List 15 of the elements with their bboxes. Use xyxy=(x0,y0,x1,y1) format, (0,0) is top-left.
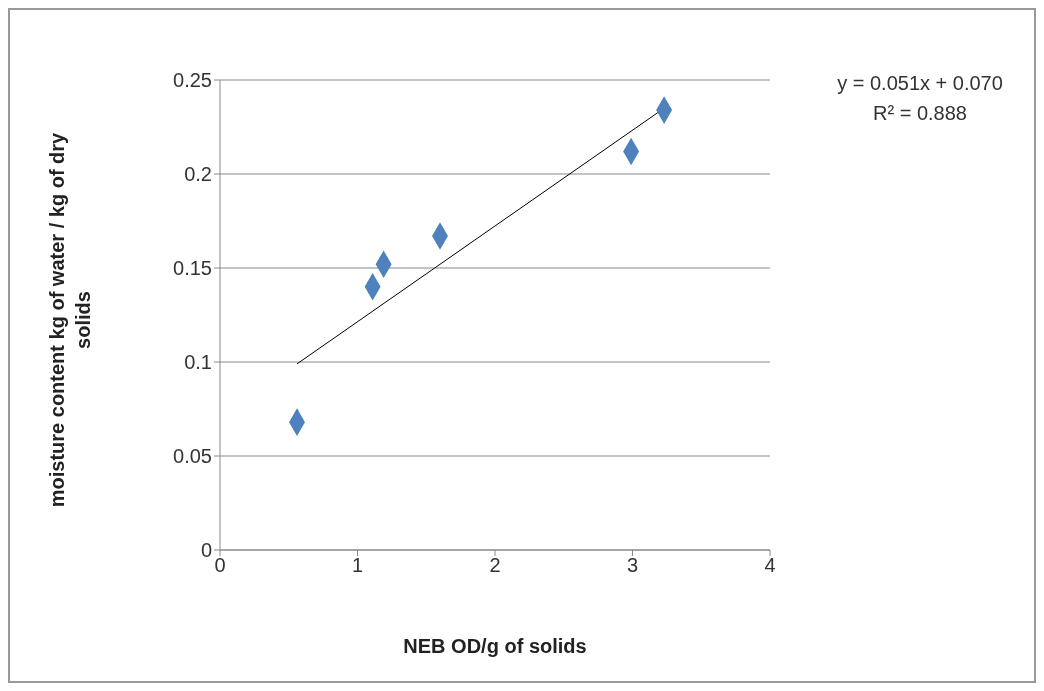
text: R² = 0.888 xyxy=(872,101,968,126)
x-tick-label: 0 xyxy=(214,554,226,577)
x-tick-label: 2 xyxy=(489,554,501,577)
y-tick-label: 0.1 xyxy=(184,351,212,374)
x-axis-title: NEB OD/g of solids xyxy=(402,635,588,658)
text: y = 0.051x + 0.070 xyxy=(836,71,1004,96)
x-tick-label: 4 xyxy=(764,554,776,577)
y-tick-label: 0 xyxy=(200,539,212,562)
y-tick-label: 0.15 xyxy=(173,257,212,280)
y-tick-label: 0.25 xyxy=(173,69,212,92)
y-axis-title: moisture content kg of water / kg of dry solids xyxy=(45,131,95,510)
x-tick-label: 1 xyxy=(351,554,364,577)
x-tick-label: 3 xyxy=(626,554,639,577)
y-tick-label: 0.05 xyxy=(173,445,212,468)
y-tick-label: 0.2 xyxy=(184,163,212,186)
